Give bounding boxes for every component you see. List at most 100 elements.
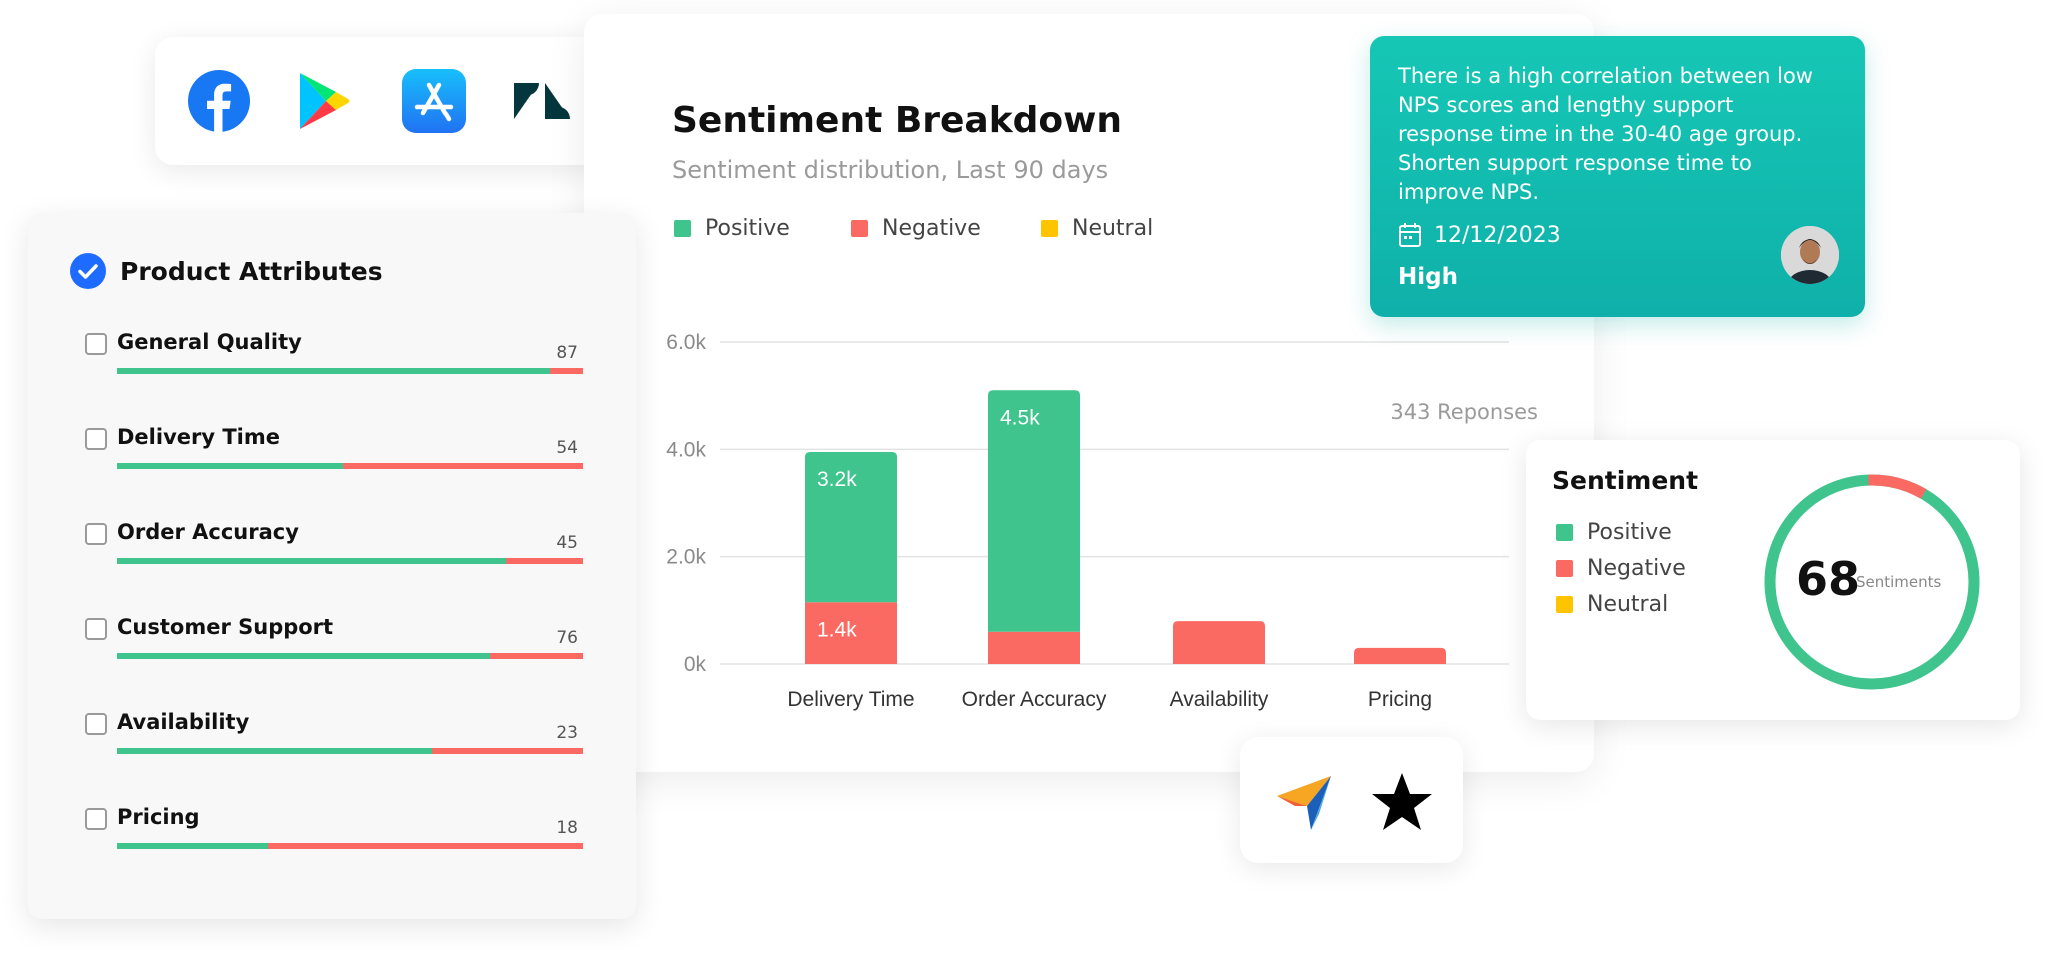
legend-negative[interactable]: Negative <box>851 216 981 241</box>
y-tick-label: 6.0k <box>666 331 706 354</box>
attribute-bar-positive <box>117 558 507 564</box>
stacked-bar-chart: 0k 2.0k 4.0k 6.0k 1.4k 3.2k Delivery Time 4.5k O… <box>666 331 1509 711</box>
responses-count: 343 Reponses <box>1390 400 1538 424</box>
attribute-checkbox[interactable] <box>85 808 107 830</box>
legend-positive[interactable]: Positive <box>674 216 790 241</box>
legend-swatch <box>674 220 691 237</box>
attribute-bar-positive <box>117 843 269 849</box>
attribute-row: Customer Support 76 <box>85 615 583 685</box>
legend-label: Neutral <box>1072 216 1154 241</box>
attribute-label: General Quality <box>117 330 302 354</box>
bar-segment-negative <box>805 602 897 664</box>
bar-segment-negative <box>988 631 1080 664</box>
attribute-row: Availability 23 <box>85 710 583 780</box>
attribute-checkbox[interactable] <box>85 428 107 450</box>
attribute-value: 45 <box>556 533 578 553</box>
avatar-image <box>1781 226 1839 284</box>
sentiment-legend-positive: Positive <box>1556 520 1672 545</box>
zendesk-icon[interactable] <box>510 69 574 133</box>
attribute-row: General Quality 87 <box>85 330 583 400</box>
sentiment-title: Sentiment <box>1552 466 1699 495</box>
attribute-row: Pricing 18 <box>85 805 583 875</box>
bar-segment-positive <box>988 390 1080 632</box>
attribute-bar <box>117 558 583 564</box>
insight-date-row: 12/12/2023 <box>1398 222 1561 248</box>
attributes-title: Product Attributes <box>120 256 383 286</box>
bar-data-label: 4.5k <box>1000 406 1040 429</box>
x-tick-label: Availability <box>1170 688 1269 711</box>
legend-label: Negative <box>882 216 981 241</box>
attribute-bar-positive <box>117 653 490 659</box>
attribute-bar <box>117 463 583 469</box>
review-sources-card <box>155 37 608 165</box>
insight-text: There is a high correlation between low … <box>1398 64 1813 204</box>
avatar[interactable] <box>1781 226 1839 284</box>
attribute-bar-positive <box>117 368 551 374</box>
insight-date: 12/12/2023 <box>1434 222 1561 248</box>
sentiment-card: Sentiment Positive Negative Neutral 68 S… <box>1526 440 2020 720</box>
attribute-checkbox[interactable] <box>85 333 107 355</box>
attribute-label: Availability <box>117 710 250 734</box>
chart-subtitle: Sentiment distribution, Last 90 days <box>672 156 1109 184</box>
sentiment-score: 68 <box>1796 552 1861 606</box>
facebook-icon[interactable] <box>187 69 251 133</box>
attribute-label: Order Accuracy <box>117 520 299 544</box>
legend-swatch <box>1556 560 1573 577</box>
attribute-bar <box>117 653 583 659</box>
sentiment-legend-neutral: Neutral <box>1556 592 1668 617</box>
legend-swatch <box>1556 596 1573 613</box>
attribute-value: 18 <box>556 818 578 838</box>
attribute-label: Pricing <box>117 805 200 829</box>
x-tick-label: Order Accuracy <box>962 688 1107 711</box>
bar-segment-negative <box>1354 647 1446 664</box>
y-tick-label: 2.0k <box>666 546 706 569</box>
attribute-row: Delivery Time 54 <box>85 425 583 495</box>
star-icon[interactable] <box>1370 770 1434 834</box>
attribute-value: 76 <box>556 628 578 648</box>
sentiment-legend-negative: Negative <box>1556 556 1686 581</box>
bar-segment-positive <box>805 452 897 603</box>
check-circle-icon[interactable] <box>70 253 106 289</box>
legend-swatch <box>1041 220 1058 237</box>
bar-segment-negative <box>1173 621 1265 664</box>
insight-card[interactable]: There is a high correlation between low … <box>1370 36 1865 317</box>
paper-plane-icon[interactable] <box>1273 770 1337 834</box>
donut-negative-arc <box>1764 474 1980 690</box>
legend-label: Positive <box>705 216 790 241</box>
sentiment-score-label: Sentiments <box>1856 573 1942 591</box>
google-play-icon[interactable] <box>290 69 354 133</box>
extra-sources-card <box>1240 737 1463 863</box>
attribute-bar-positive <box>117 748 432 754</box>
attribute-checkbox[interactable] <box>85 618 107 640</box>
bar-data-label: 3.2k <box>817 468 857 491</box>
y-tick-label: 0k <box>684 653 707 676</box>
y-tick-label: 4.0k <box>666 438 706 461</box>
attribute-checkbox[interactable] <box>85 713 107 735</box>
attribute-row: Order Accuracy 45 <box>85 520 583 590</box>
attribute-label: Customer Support <box>117 615 334 639</box>
chart-title: Sentiment Breakdown <box>672 100 1123 141</box>
legend-swatch <box>851 220 868 237</box>
insight-priority: High <box>1398 264 1458 290</box>
legend-label: Neutral <box>1587 592 1669 617</box>
bar-data-label: 1.4k <box>817 618 857 641</box>
attribute-bar <box>117 368 583 374</box>
attribute-checkbox[interactable] <box>85 523 107 545</box>
x-tick-label: Delivery Time <box>787 688 914 711</box>
legend-label: Positive <box>1587 520 1672 545</box>
legend-swatch <box>1556 524 1573 541</box>
app-store-icon[interactable] <box>402 69 466 133</box>
sentiment-donut <box>1764 474 1980 690</box>
x-tick-label: Pricing <box>1368 688 1432 711</box>
legend-label: Negative <box>1587 556 1686 581</box>
attributes-header: Product Attributes <box>70 253 383 289</box>
attribute-bar-positive <box>117 463 343 469</box>
product-attributes-card: Product Attributes General Quality 87 De… <box>28 213 636 919</box>
attribute-label: Delivery Time <box>117 425 281 449</box>
attribute-value: 87 <box>556 343 578 363</box>
attribute-bar <box>117 748 583 754</box>
attribute-value: 54 <box>556 438 578 458</box>
legend-neutral[interactable]: Neutral <box>1041 216 1153 241</box>
attribute-value: 23 <box>556 723 578 743</box>
attribute-bar <box>117 843 583 849</box>
